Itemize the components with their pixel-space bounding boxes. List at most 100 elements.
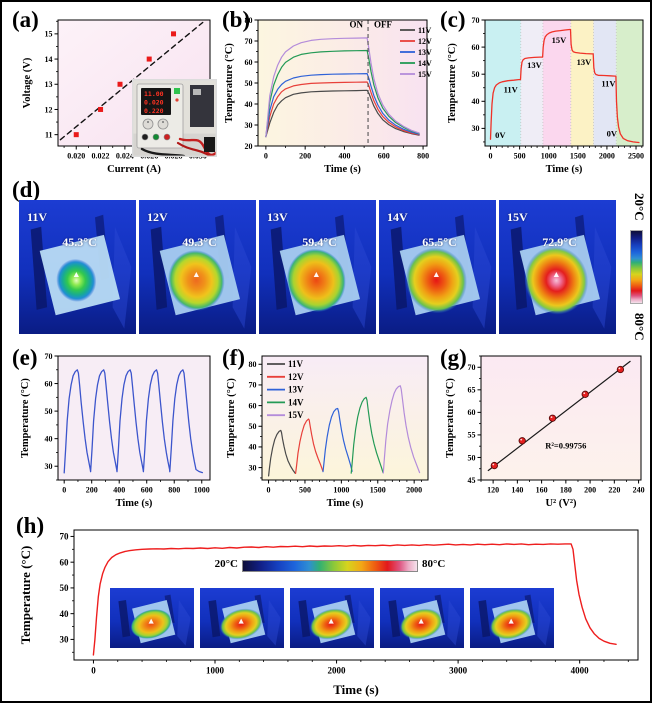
svg-text:0.020: 0.020 bbox=[67, 152, 85, 161]
svg-text:120: 120 bbox=[487, 486, 499, 495]
svg-text:70: 70 bbox=[245, 37, 253, 46]
thermal-image-13v: 13V 59.4°C bbox=[259, 200, 376, 334]
thermal-image-14v: 14V 65.5°C bbox=[379, 200, 496, 334]
svg-text:Temperature (°C): Temperature (°C) bbox=[447, 43, 458, 123]
svg-text:200: 200 bbox=[584, 486, 596, 495]
svg-text:40: 40 bbox=[249, 443, 257, 452]
svg-text:0: 0 bbox=[264, 152, 268, 161]
svg-text:2000: 2000 bbox=[328, 666, 347, 676]
svg-text:45: 45 bbox=[468, 476, 476, 485]
svg-text:60: 60 bbox=[472, 43, 480, 52]
svg-text:1000: 1000 bbox=[206, 666, 225, 676]
svg-text:13: 13 bbox=[45, 80, 53, 89]
h-inset-thermal-image-2 bbox=[200, 588, 284, 648]
svg-text:50: 50 bbox=[249, 422, 257, 431]
svg-text:ON: ON bbox=[350, 19, 364, 29]
svg-text:13V: 13V bbox=[288, 385, 304, 395]
panel-c-step-chart: 0V 11V 13V 15V 13V 11V 0V 0 500 1000 1500 2000 2500 3… bbox=[447, 16, 644, 175]
svg-text:13V: 13V bbox=[418, 48, 432, 57]
svg-text:600: 600 bbox=[141, 486, 153, 495]
svg-text:2500: 2500 bbox=[628, 152, 644, 161]
thermal-temp-label: 49.3°C bbox=[182, 234, 217, 249]
svg-text:0.024: 0.024 bbox=[116, 152, 134, 161]
svg-text:0: 0 bbox=[62, 486, 66, 495]
svg-text:800: 800 bbox=[168, 486, 180, 495]
thermal-image-15v-canvas bbox=[499, 200, 616, 334]
svg-text:Temperature (°C): Temperature (°C) bbox=[18, 546, 33, 645]
svg-text:Temperature (°C): Temperature (°C) bbox=[445, 378, 456, 458]
svg-text:400: 400 bbox=[338, 152, 350, 161]
panel-label-g: (g) bbox=[440, 345, 467, 370]
svg-text:12V: 12V bbox=[418, 37, 432, 46]
svg-text:400: 400 bbox=[113, 486, 125, 495]
svg-text:R²=0.99756: R²=0.99756 bbox=[545, 440, 586, 450]
svg-text:50: 50 bbox=[45, 407, 53, 416]
svg-text:220: 220 bbox=[608, 486, 620, 495]
svg-text:500: 500 bbox=[299, 486, 311, 495]
svg-text:40: 40 bbox=[45, 434, 53, 443]
svg-text:600: 600 bbox=[378, 152, 390, 161]
thermal-image-13v-canvas bbox=[259, 200, 376, 334]
svg-text:500: 500 bbox=[514, 152, 526, 161]
svg-text:U² (V²): U² (V²) bbox=[545, 498, 577, 509]
svg-text:Voltage (V): Voltage (V) bbox=[22, 57, 33, 108]
svg-text:15V: 15V bbox=[418, 70, 432, 79]
svg-text:0: 0 bbox=[267, 486, 271, 495]
h-colorbar-left-label: 20°C bbox=[214, 558, 238, 570]
svg-text:70: 70 bbox=[472, 16, 480, 25]
thermal-image-11v: 11V 45.3°C bbox=[19, 200, 136, 334]
power-supply-photo: 11.00 0.020 0.220 bbox=[131, 78, 220, 158]
svg-text:2000: 2000 bbox=[599, 152, 615, 161]
svg-text:30: 30 bbox=[45, 462, 53, 471]
thermal-temp-label: 65.5°C bbox=[422, 234, 457, 249]
h-colorbar bbox=[242, 560, 418, 572]
svg-text:11V: 11V bbox=[418, 26, 432, 35]
panel-label-b: (b) bbox=[222, 7, 251, 32]
svg-text:240: 240 bbox=[633, 486, 645, 495]
svg-text:40: 40 bbox=[245, 100, 253, 109]
svg-text:60: 60 bbox=[60, 557, 70, 567]
svg-text:Temperature (°C): Temperature (°C) bbox=[224, 43, 235, 123]
svg-text:50: 50 bbox=[60, 583, 70, 593]
h-inset-thermal-image-1 bbox=[110, 588, 194, 648]
svg-text:60: 60 bbox=[45, 379, 53, 388]
svg-text:40: 40 bbox=[60, 609, 70, 619]
svg-text:30: 30 bbox=[472, 124, 480, 133]
svg-text:1000: 1000 bbox=[333, 486, 349, 495]
svg-text:Time (s): Time (s) bbox=[116, 498, 153, 509]
thermal-voltage-label: 15V bbox=[507, 210, 528, 224]
thermal-colorbar bbox=[630, 230, 643, 304]
thermal-colorbar-bottom-label: 80°C bbox=[632, 313, 647, 341]
thermal-temp-label: 59.4°C bbox=[302, 234, 337, 249]
svg-text:11V: 11V bbox=[504, 85, 519, 95]
svg-text:Temperature (°C): Temperature (°C) bbox=[226, 378, 237, 458]
panel-label-d: (d) bbox=[12, 177, 41, 202]
svg-text:0: 0 bbox=[91, 666, 96, 676]
svg-text:60: 60 bbox=[468, 408, 476, 417]
svg-text:60: 60 bbox=[245, 58, 253, 67]
svg-text:30: 30 bbox=[60, 635, 70, 645]
svg-text:50: 50 bbox=[472, 70, 480, 79]
panel-f-pulses-chart: 0 500 1000 1500 2000 30 40 50 60 70 80 Time (s) Temp… bbox=[226, 355, 429, 509]
panel-e-cycling-chart: 0 200 400 600 800 1000 30 40 50 60 70 Time (s) Tempe… bbox=[20, 352, 211, 509]
svg-text:70: 70 bbox=[45, 352, 53, 361]
svg-text:0V: 0V bbox=[495, 130, 506, 140]
svg-text:200: 200 bbox=[299, 152, 311, 161]
svg-text:Time (s): Time (s) bbox=[327, 498, 364, 509]
svg-text:15V: 15V bbox=[288, 410, 304, 420]
svg-text:Time (s): Time (s) bbox=[546, 164, 583, 175]
svg-text:80: 80 bbox=[249, 360, 257, 369]
svg-text:60: 60 bbox=[249, 401, 257, 410]
thermal-image-12v-canvas bbox=[139, 200, 256, 334]
panel-label-e: (e) bbox=[12, 345, 38, 370]
svg-text:Temperature (°C): Temperature (°C) bbox=[20, 378, 31, 458]
svg-text:1500: 1500 bbox=[570, 152, 586, 161]
panel-label-c: (c) bbox=[440, 7, 466, 32]
svg-text:3000: 3000 bbox=[449, 666, 468, 676]
svg-text:800: 800 bbox=[417, 152, 429, 161]
svg-text:40: 40 bbox=[472, 97, 480, 106]
svg-text:0: 0 bbox=[489, 152, 493, 161]
svg-text:11.00: 11.00 bbox=[144, 90, 164, 98]
svg-text:1000: 1000 bbox=[541, 152, 557, 161]
